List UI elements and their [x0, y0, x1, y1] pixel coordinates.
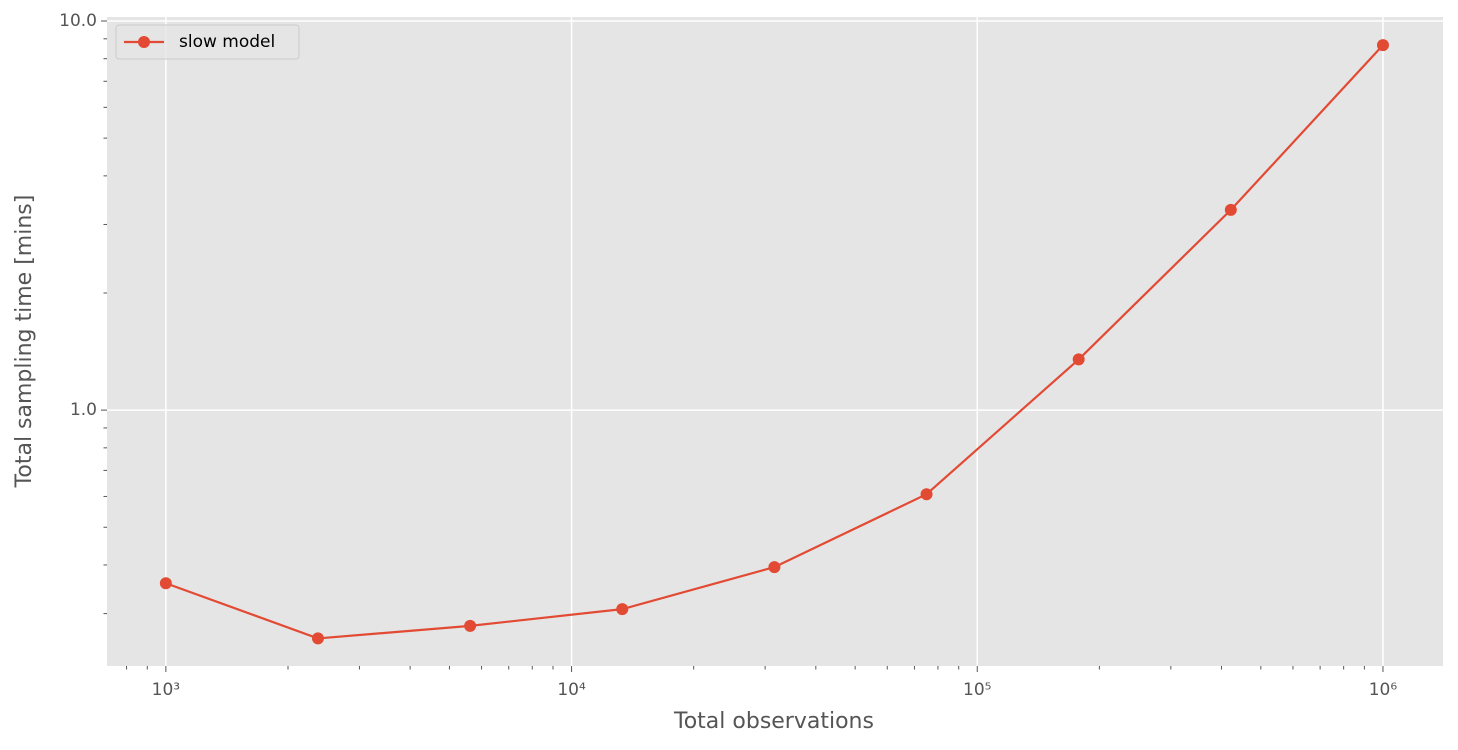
marker	[1224, 203, 1237, 216]
marker	[1072, 353, 1085, 366]
marker	[311, 632, 324, 645]
y-tick-label: 10.0	[59, 11, 97, 31]
marker	[1376, 39, 1389, 52]
marker	[920, 488, 933, 501]
legend-marker	[138, 36, 150, 48]
marker	[464, 619, 477, 632]
legend-label: slow model	[179, 32, 275, 52]
plot-background	[107, 17, 1443, 666]
marker	[616, 603, 629, 616]
x-tick-label: 10⁴	[557, 680, 586, 700]
legend-box	[115, 24, 300, 60]
x-tick-label: 10⁶	[1369, 680, 1398, 700]
marker	[159, 577, 172, 590]
x-tick-label: 10³	[152, 680, 180, 700]
x-tick-label: 10⁵	[963, 680, 991, 700]
y-tick-label: 1.0	[70, 400, 97, 420]
x-axis-label: Total observations	[673, 709, 874, 734]
marker	[768, 561, 781, 574]
y-axis-label: Total sampling time [mins]	[12, 195, 37, 489]
